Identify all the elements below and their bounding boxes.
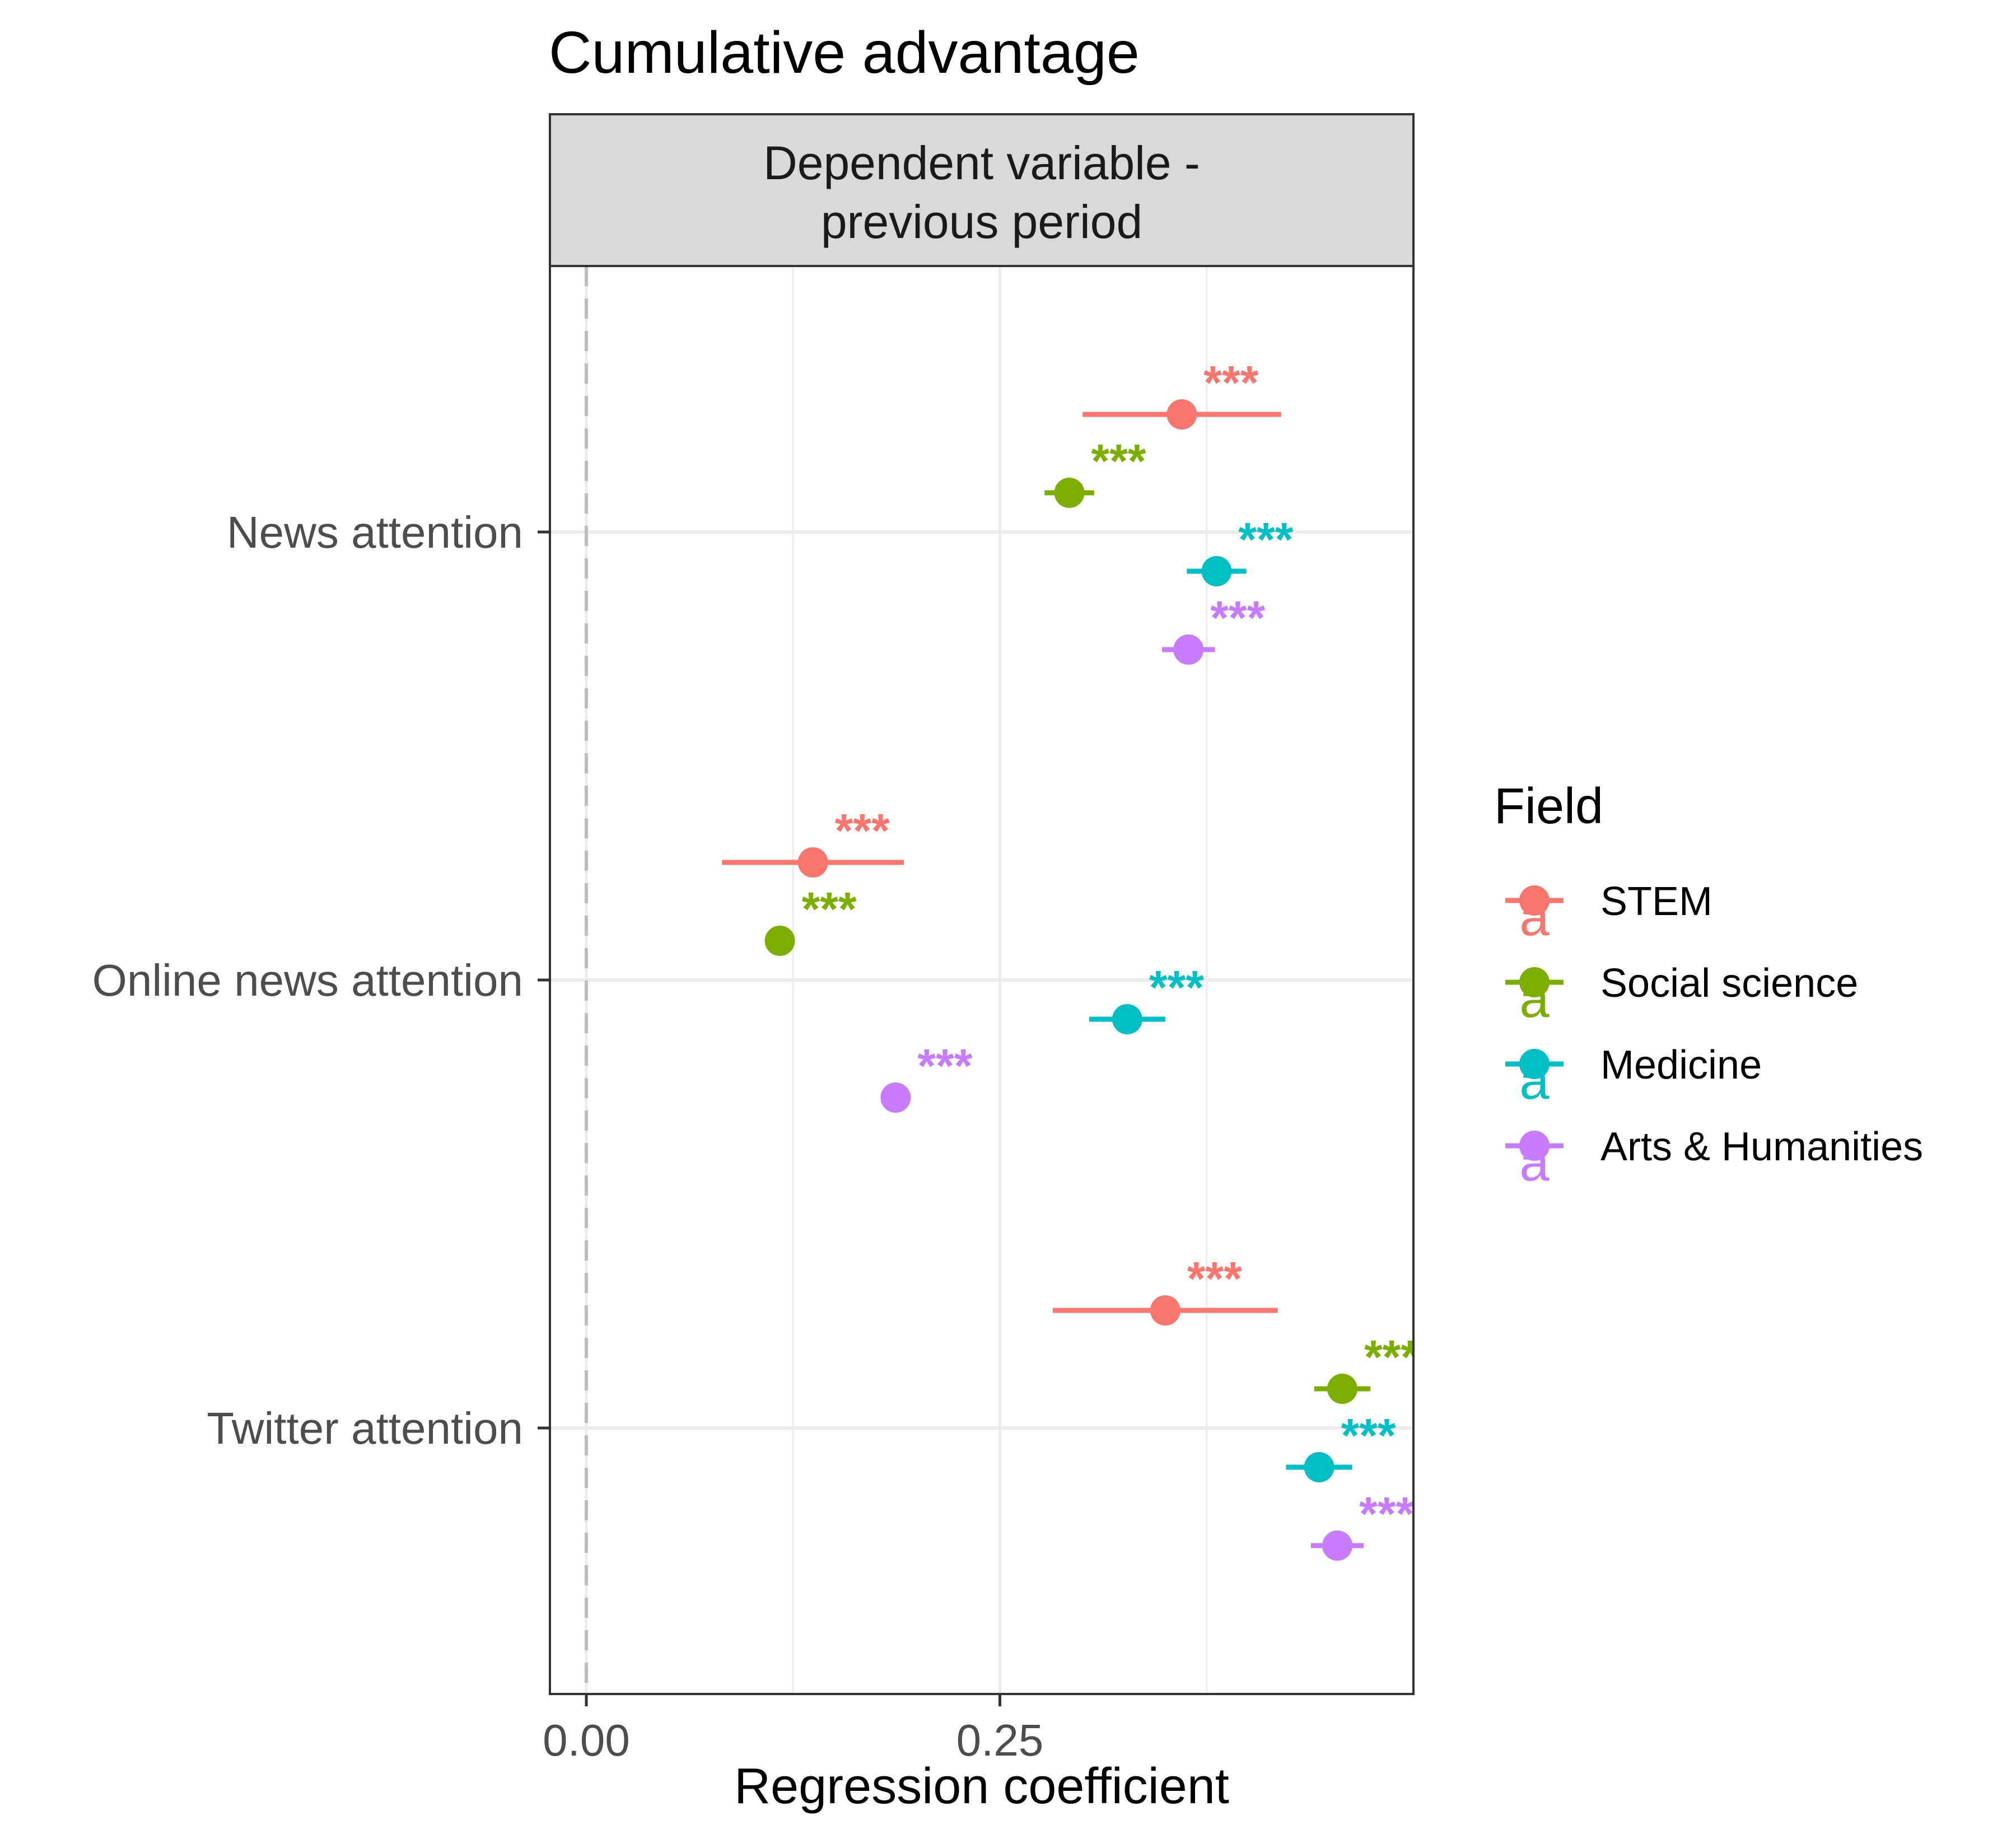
significance-label-social-science: ***: [802, 883, 857, 935]
significance-label-social-science: ***: [1091, 435, 1146, 487]
x-tick-label: 0.00: [543, 1715, 630, 1765]
y-tick-label: Twitter attention: [207, 1403, 523, 1453]
significance-label-stem: ***: [1187, 1252, 1242, 1305]
point-arts-humanities: [1322, 1530, 1353, 1561]
legend: Field a STEM a Social science a Medicine a Arts…: [1494, 778, 1923, 1192]
y-tick-label: News attention: [227, 507, 523, 557]
point-social-science: [1054, 478, 1085, 508]
significance-label-medicine: ***: [1149, 961, 1204, 1014]
point-medicine: [1112, 1004, 1142, 1034]
legend-key-point-arts-humanities: [1519, 1131, 1550, 1161]
x-axis-title: Regression coefficient: [734, 1758, 1229, 1814]
legend-label-medicine: Medicine: [1600, 1043, 1762, 1088]
significance-label-medicine: ***: [1238, 513, 1293, 566]
point-stem: [797, 847, 828, 878]
point-medicine: [1201, 556, 1232, 586]
significance-label-arts-humanities: ***: [917, 1039, 972, 1092]
legend-key-text-glyph-stem: a: [1519, 887, 1550, 947]
legend-key-point-social-science: [1519, 967, 1550, 997]
point-medicine: [1304, 1452, 1334, 1482]
significance-label-social-science: ***: [1364, 1331, 1419, 1383]
significance-label-arts-humanities: ***: [1359, 1487, 1414, 1540]
legend-key-text-glyph-arts-humanities: a: [1519, 1132, 1550, 1192]
grid-lines: [550, 266, 1413, 1694]
significance-label-arts-humanities: ***: [1210, 591, 1265, 644]
significance-label-stem: ***: [835, 804, 890, 857]
point-arts-humanities: [1173, 634, 1204, 665]
legend-label-stem: STEM: [1600, 879, 1712, 924]
legend-label-social-science: Social science: [1600, 961, 1858, 1006]
point-arts-humanities: [880, 1082, 911, 1113]
significance-label-stem: ***: [1203, 356, 1258, 409]
y-axis: News attention Online news attention Twitt…: [92, 507, 550, 1453]
legend-key-point-medicine: [1519, 1049, 1550, 1079]
facet-strip: [549, 113, 1415, 267]
x-axis: 0.00 0.25: [543, 1694, 1043, 1765]
legend-key-text-glyph-medicine: a: [1519, 1051, 1550, 1110]
point-stem: [1166, 399, 1197, 430]
legend-key-text-glyph-social-science: a: [1519, 969, 1550, 1029]
point-social-science: [764, 926, 795, 956]
x-tick-label: 0.25: [956, 1715, 1044, 1765]
legend-label-arts-humanities: Arts & Humanities: [1600, 1124, 1923, 1169]
chart-title: Cumulative advantage: [549, 20, 1140, 86]
chart-marks: *** *** *** *** *** *** *** *** *** *** *** ***: [722, 356, 1419, 1561]
legend-key-point-stem: [1519, 885, 1550, 916]
legend-title: Field: [1494, 778, 1603, 834]
point-social-science: [1327, 1374, 1357, 1404]
facet-label-line-2: previous period: [821, 195, 1142, 248]
significance-label-medicine: ***: [1341, 1409, 1396, 1462]
y-tick-label: Online news attention: [92, 955, 523, 1005]
facet-label-line-1: Dependent variable -: [763, 137, 1200, 189]
point-stem: [1150, 1295, 1180, 1326]
